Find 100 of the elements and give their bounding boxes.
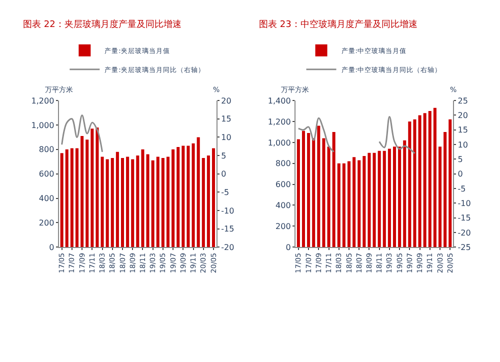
bar bbox=[151, 160, 154, 248]
bar bbox=[307, 133, 310, 248]
bar bbox=[418, 115, 422, 248]
y2-tick-label: 15 bbox=[221, 114, 232, 124]
y2-tick-label: -5 bbox=[221, 188, 230, 197]
bar bbox=[392, 146, 396, 248]
bar bbox=[202, 158, 205, 248]
bar bbox=[382, 150, 386, 248]
bar bbox=[206, 156, 210, 248]
y-tick-label: 800 bbox=[276, 159, 291, 168]
bar bbox=[182, 146, 185, 248]
bar bbox=[448, 119, 452, 248]
y2-tick-label: 15 bbox=[458, 126, 468, 135]
y2-tick-label: -15 bbox=[458, 214, 471, 223]
bar bbox=[106, 159, 109, 248]
bar bbox=[438, 146, 442, 248]
bar bbox=[358, 160, 361, 248]
y-tick-label: 1,000 bbox=[268, 138, 291, 148]
y2-tick-label: -25 bbox=[458, 242, 471, 252]
bar bbox=[413, 119, 416, 248]
bar bbox=[372, 152, 376, 248]
y-tick-label: 200 bbox=[38, 218, 54, 228]
bar bbox=[110, 158, 114, 248]
chart-title: 图表 23：中空玻璃月度产量及同比增速 bbox=[259, 19, 418, 30]
y2-tick-label: 10 bbox=[458, 140, 468, 150]
y-tick-label: 1,400 bbox=[268, 96, 291, 106]
y-tick-label: 400 bbox=[38, 194, 54, 204]
bar bbox=[146, 154, 150, 248]
bar bbox=[332, 132, 336, 248]
y2-tick-label: -15 bbox=[221, 224, 234, 234]
bar bbox=[368, 152, 371, 248]
bar bbox=[192, 143, 195, 248]
bar bbox=[423, 113, 426, 248]
bar bbox=[120, 158, 124, 248]
y-tick-label: 600 bbox=[38, 170, 54, 179]
bar bbox=[141, 149, 144, 248]
y2-tick-label: -20 bbox=[221, 242, 234, 252]
bar bbox=[408, 122, 412, 248]
bar bbox=[352, 157, 356, 248]
bar bbox=[403, 140, 406, 248]
y2-tick-label: 10 bbox=[221, 133, 232, 142]
bar bbox=[362, 156, 366, 248]
bar bbox=[428, 111, 432, 248]
bar bbox=[65, 149, 68, 248]
bar bbox=[116, 152, 119, 248]
y2-tick-label: 20 bbox=[458, 111, 468, 120]
bar bbox=[166, 156, 170, 248]
bar bbox=[80, 136, 84, 248]
bar bbox=[378, 150, 381, 248]
bar bbox=[136, 156, 140, 248]
y2-tick-label: 0 bbox=[221, 170, 226, 179]
y-tick-label: 1,200 bbox=[268, 117, 291, 126]
y-tick-label: 1,000 bbox=[31, 120, 54, 130]
y2-tick-label: 20 bbox=[221, 96, 232, 106]
chart-title: 图表 22：夹层玻璃月度产量及同比增速 bbox=[23, 19, 182, 30]
bar bbox=[322, 138, 326, 248]
bar bbox=[388, 148, 391, 248]
y-tick-label: 0 bbox=[49, 242, 54, 252]
bar bbox=[100, 156, 104, 248]
bar bbox=[337, 163, 340, 248]
y-tick-label: 600 bbox=[276, 180, 291, 190]
y2-tick-label: 25 bbox=[458, 96, 468, 106]
bar bbox=[347, 161, 351, 248]
bar bbox=[302, 130, 306, 248]
bar bbox=[156, 156, 160, 248]
bar bbox=[161, 158, 164, 248]
y-tick-label: 200 bbox=[276, 222, 291, 231]
bar bbox=[126, 156, 130, 248]
y-tick-label: 400 bbox=[276, 201, 291, 210]
bar bbox=[70, 148, 74, 248]
y2-tick-label: 5 bbox=[458, 154, 463, 164]
bar bbox=[212, 148, 216, 248]
y2-tick-label: -10 bbox=[458, 198, 471, 208]
y2-tick-label: 0 bbox=[458, 170, 463, 179]
bar bbox=[433, 108, 436, 248]
y-tick-label: 800 bbox=[38, 145, 54, 154]
bar bbox=[398, 146, 402, 248]
y-tick-label: 1,200 bbox=[31, 96, 54, 106]
bar bbox=[96, 127, 99, 248]
y2-tick-label: -10 bbox=[221, 206, 234, 216]
bar bbox=[342, 163, 346, 248]
bar bbox=[176, 146, 180, 248]
bar bbox=[196, 137, 200, 248]
y2-tick-label: -5 bbox=[458, 184, 466, 194]
bar bbox=[86, 140, 89, 248]
bar bbox=[444, 132, 447, 248]
bar bbox=[327, 146, 330, 248]
bar bbox=[60, 153, 64, 248]
line-series bbox=[61, 114, 104, 153]
bar bbox=[90, 128, 94, 248]
bar bbox=[317, 126, 320, 248]
bar bbox=[296, 139, 300, 248]
bar bbox=[131, 159, 134, 248]
y2-tick-label: 5 bbox=[221, 151, 226, 160]
bar bbox=[172, 149, 175, 248]
bar bbox=[75, 148, 79, 248]
bar bbox=[312, 138, 316, 248]
y-tick-label: 0 bbox=[286, 242, 291, 252]
y2-tick-label: -20 bbox=[458, 228, 471, 238]
bar bbox=[186, 146, 190, 248]
